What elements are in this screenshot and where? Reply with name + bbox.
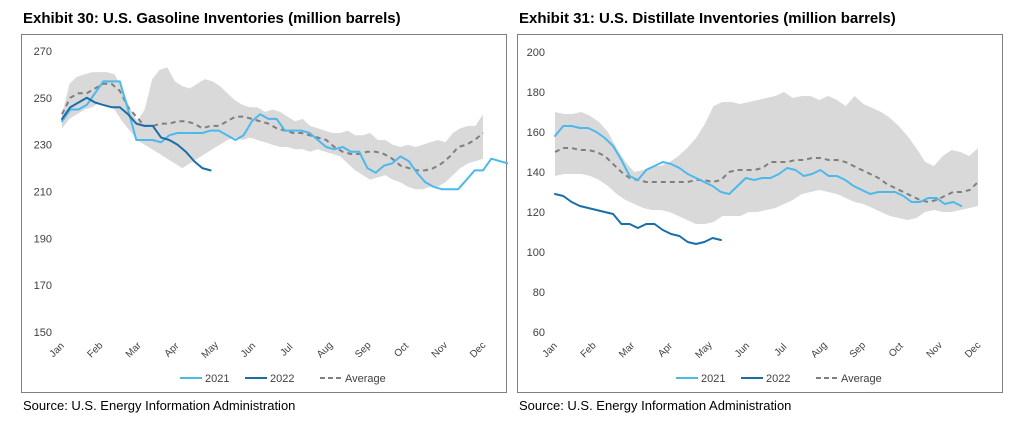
series-line-2021 [554,125,963,207]
legend-label: 2022 [766,373,790,385]
exhibit-distillate: Exhibit 31: U.S. Distillate Inventories … [516,0,1006,423]
distillate-chart: 60 80 100 120 140 160 180 200 Jan Feb Mar Apr May Jun… [527,47,984,385]
x-tick-label: Jun [239,341,258,360]
legend-label: 2021 [701,373,725,385]
range-band [62,67,483,190]
chart-title: Exhibit 31: U.S. Distillate Inventories … [519,10,896,27]
legend-label: Average [841,373,882,385]
y-tick-label: 150 [34,327,52,339]
exhibit-gasoline: Exhibit 30: U.S. Gasoline Inventories (m… [20,0,510,423]
source-note: Source: U.S. Energy Information Administ… [23,398,296,413]
y-tick-label: 60 [533,327,545,339]
y-tick-label: 230 [34,140,52,152]
x-tick-label: Dec [468,340,488,360]
x-tick-label: Nov [925,340,945,360]
x-tick-label: Nov [430,340,450,360]
y-tick-label: 140 [527,167,545,179]
legend-label: 2021 [205,373,229,385]
x-tick-label: Mar [617,340,637,360]
series-line-2022 [61,96,212,172]
chart-frame: 150 170 190 210 230 250 270 Jan Feb Mar Apr May Jun J… [21,34,508,393]
series-line-2021 [61,80,508,191]
y-tick-label: 80 [533,287,545,299]
x-tick-label: Mar [124,340,144,360]
x-tick-label: Feb [86,340,106,360]
x-tick-label: Aug [809,340,829,360]
range-band [555,92,978,224]
x-tick-label: Apr [163,340,182,359]
chart-title: Exhibit 30: U.S. Gasoline Inventories (m… [23,10,401,27]
x-tick-label: Sep [353,340,374,361]
series-line-average [554,147,979,203]
x-tick-label: Jan [541,341,560,360]
y-tick-label: 250 [34,93,52,105]
y-tick-label: 120 [527,207,545,219]
source-note: Source: U.S. Energy Information Administ… [519,398,792,413]
y-tick-label: 100 [527,247,545,259]
x-tick-label: Sep [848,340,869,361]
chart-frame: 60 80 100 120 140 160 180 200 Jan Feb Mar Apr May Jun… [517,34,1003,393]
x-tick-label: May [693,340,714,361]
x-tick-label: Oct [392,341,411,360]
y-tick-label: 210 [34,187,52,199]
x-tick-label: Aug [315,340,335,360]
x-tick-label: Jul [278,342,295,359]
x-tick-label: May [200,340,221,361]
y-tick-label: 190 [34,233,52,245]
y-tick-label: 170 [34,280,52,292]
x-tick-label: Apr [656,340,675,359]
y-tick-label: 180 [527,87,545,99]
legend-label: 2022 [270,373,294,385]
x-tick-label: Oct [887,341,906,360]
series-line-2022 [554,193,722,245]
x-tick-label: Dec [963,340,983,360]
x-tick-label: Jan [48,341,67,360]
x-tick-label: Feb [579,340,599,360]
y-tick-label: 160 [527,127,545,139]
x-tick-label: Jun [733,341,752,360]
y-tick-label: 200 [527,47,545,59]
gasoline-chart: 150 170 190 210 230 250 270 Jan Feb Mar Apr May Jun J… [34,46,508,385]
y-tick-label: 270 [34,46,52,58]
legend-label: Average [345,373,386,385]
x-tick-label: Jul [773,342,790,359]
